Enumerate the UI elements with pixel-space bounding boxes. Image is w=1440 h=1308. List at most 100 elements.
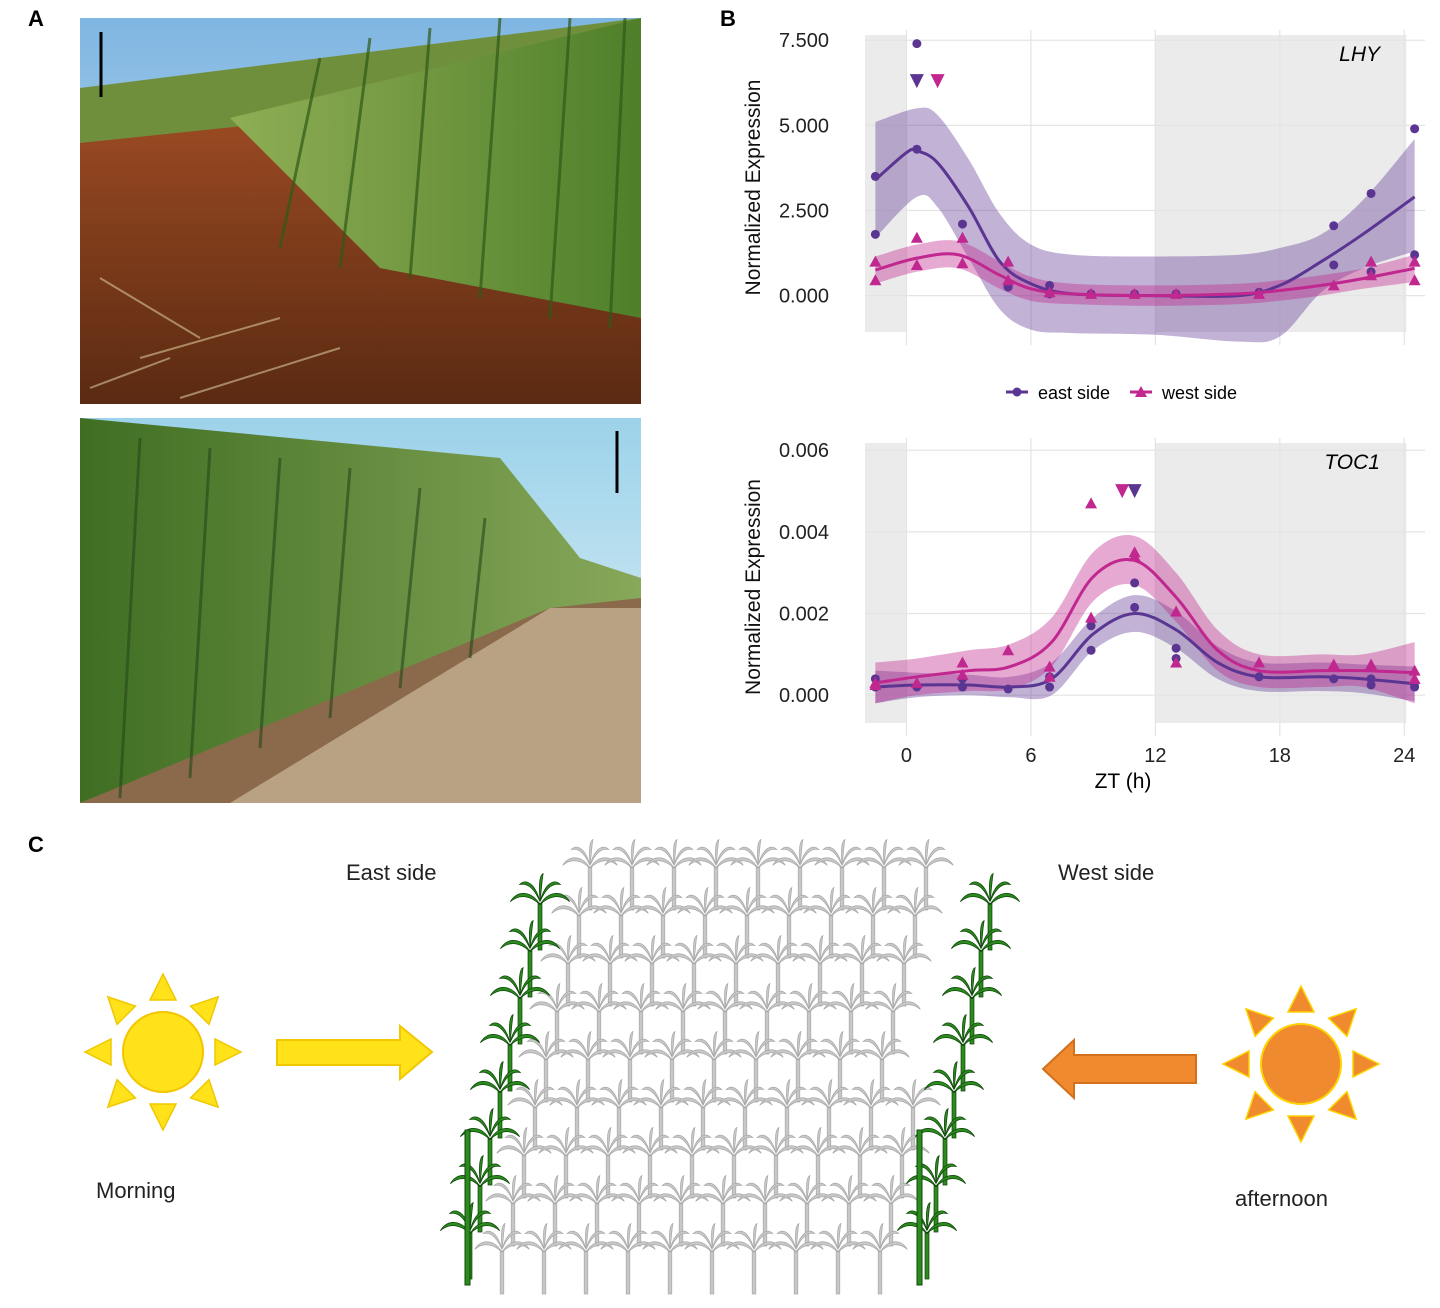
plant-leaf — [865, 1001, 894, 1013]
data-point — [1254, 672, 1264, 682]
plant-leaf — [809, 1086, 830, 1106]
plant-leaf — [644, 1049, 673, 1061]
data-point — [869, 274, 882, 286]
gray-plant — [852, 1222, 908, 1295]
plant-leaf — [673, 838, 678, 864]
plant-stem — [669, 1058, 675, 1103]
sun-ray — [1352, 1049, 1381, 1079]
plant-leaf — [861, 934, 866, 960]
plant-leaf — [468, 1116, 491, 1137]
plant-leaf — [554, 1182, 575, 1202]
plant-leaf — [962, 1034, 993, 1047]
plant-leaf — [529, 940, 560, 953]
plant-leaf — [496, 1145, 525, 1157]
plant-leaf — [695, 1193, 724, 1205]
plant-leaf — [841, 838, 846, 864]
plant-stem — [565, 962, 571, 1007]
plant-leaf — [830, 886, 835, 912]
plant-leaf — [808, 982, 813, 1008]
plant-stem — [585, 1058, 591, 1103]
plant-leaf — [620, 894, 641, 914]
gray-plant — [885, 1078, 941, 1151]
plant-leaf — [812, 1049, 841, 1061]
plant-stem — [713, 866, 719, 911]
plant-leaf — [714, 1134, 735, 1154]
data-point — [1043, 660, 1056, 672]
plant-stem — [848, 1010, 854, 1055]
plant-leaf — [746, 894, 767, 914]
plant-leaf — [872, 886, 877, 912]
plant-leaf — [704, 894, 725, 914]
gray-plant — [562, 838, 618, 911]
plant-leaf — [883, 838, 888, 864]
plant-stem — [605, 1154, 611, 1199]
data-point — [1045, 682, 1055, 692]
plant-leaf — [870, 1086, 891, 1106]
data-point — [1365, 269, 1378, 281]
expression-charts: 0.000 2.500 5.000 7.500 Normalized Expressio… — [742, 30, 1425, 793]
plant-leaf — [576, 1086, 597, 1106]
data-point — [910, 676, 923, 688]
plant-leaf — [788, 886, 793, 912]
plant-leaf — [611, 1193, 640, 1205]
plant-leaf — [942, 987, 973, 1000]
plant-leaf — [758, 942, 779, 962]
plant-leaf — [906, 1175, 937, 1188]
plant-stem — [901, 962, 907, 1007]
plant-leaf — [582, 953, 611, 965]
plant-leaf — [810, 1241, 839, 1253]
plant-leaf — [980, 928, 1003, 949]
plant-leaf — [608, 1230, 629, 1250]
plant-leaf — [688, 857, 717, 869]
plant-stem — [978, 949, 984, 998]
plant-leaf — [629, 1038, 650, 1058]
plant-leaf — [653, 1193, 682, 1205]
plant-leaf — [766, 990, 787, 1010]
gray-plant — [876, 934, 932, 1007]
plant-stem — [689, 1154, 695, 1199]
plant-leaf — [971, 975, 994, 996]
plant-stem — [636, 1202, 642, 1247]
plant-leaf — [560, 1049, 589, 1061]
plant-leaf — [570, 846, 591, 866]
plant-leaf — [764, 1182, 785, 1202]
plant-leaf — [589, 846, 610, 866]
plant-leaf — [567, 942, 588, 962]
plant-leaf — [775, 1126, 780, 1152]
plant-leaf — [518, 881, 541, 902]
plant-leaf — [879, 1241, 908, 1253]
plant-stem — [912, 914, 918, 959]
plant-leaf — [770, 1049, 799, 1061]
plant-leaf — [489, 1128, 520, 1141]
plant-leaf — [989, 893, 1020, 906]
afternoon-arrow-icon — [1041, 1037, 1197, 1101]
plant-leaf — [925, 838, 930, 864]
y-axis-label: Normalized Expression — [742, 80, 765, 296]
plant-leaf — [543, 1222, 548, 1248]
data-point — [1365, 255, 1378, 267]
plant-leaf — [861, 942, 882, 962]
plant-leaf — [485, 1193, 514, 1205]
plant-leaf — [562, 857, 591, 869]
plant-stem — [731, 1154, 737, 1199]
plant-leaf — [540, 953, 569, 965]
green-plant — [951, 919, 1011, 998]
plant-leaf — [839, 1038, 860, 1058]
green-plant — [500, 919, 560, 998]
sun-ray — [83, 1037, 112, 1067]
plant-leaf — [711, 1222, 716, 1248]
plant-leaf — [652, 1038, 673, 1058]
gray-plant — [863, 1174, 919, 1247]
plant-leaf — [488, 1022, 511, 1043]
green-plant — [906, 1154, 966, 1233]
plant-leaf — [730, 857, 759, 869]
plant-leaf — [739, 1001, 768, 1013]
plant-leaf — [890, 1174, 895, 1200]
gray-plant — [684, 1222, 740, 1295]
plant-leaf — [806, 1182, 827, 1202]
plant-leaf — [680, 1182, 701, 1202]
plant-leaf — [806, 1174, 811, 1200]
plant-stem — [499, 1250, 505, 1295]
plant-leaf — [728, 1049, 757, 1061]
plant-leaf — [519, 987, 550, 1000]
